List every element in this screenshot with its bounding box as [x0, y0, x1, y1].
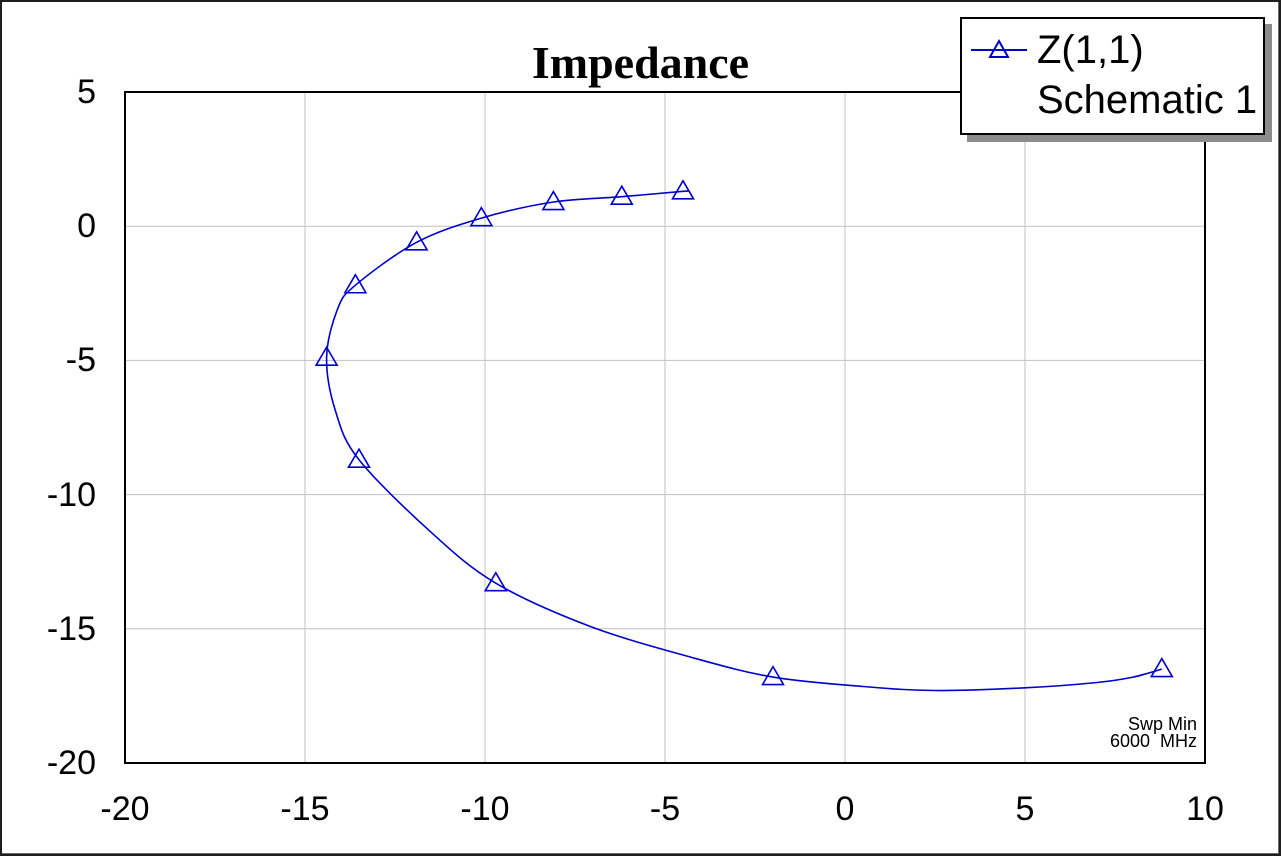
x-tick-label: 10: [1186, 790, 1224, 828]
legend-source-label: Schematic 1: [1037, 78, 1258, 122]
legend-entry-source: Schematic 1: [962, 75, 1263, 125]
sweep-min-title: Swp Min: [1127, 714, 1197, 734]
x-tick-label: -15: [280, 790, 330, 828]
data-point-marker: [761, 665, 785, 686]
legend-entry: Z(1,1): [962, 25, 1263, 75]
x-tick-label: 0: [835, 790, 855, 828]
trace-z11[interactable]: [325, 190, 1163, 692]
data-point-marker: [343, 273, 368, 294]
data-point-marker: [469, 206, 494, 227]
sweep-min-annotation: Swp Min 6000 MHz: [1109, 714, 1197, 751]
x-tick-label: -20: [100, 790, 150, 828]
data-point-marker: [609, 184, 634, 205]
x-tick-label: -5: [649, 790, 681, 828]
legend-box[interactable]: Z(1,1) Schematic 1: [960, 17, 1265, 135]
data-point-marker: [541, 189, 566, 211]
plot-border: [124, 91, 1206, 764]
data-point-marker: [314, 345, 339, 367]
legend-series-label: Z(1,1): [1037, 28, 1144, 72]
y-tick-label: -15: [46, 609, 96, 648]
triangle-marker-icon: [988, 38, 1010, 58]
y-tick-label: 5: [77, 73, 96, 111]
y-tick-label: 0: [77, 207, 96, 246]
x-tick-label: -10: [460, 790, 510, 828]
data-point-marker: [404, 230, 429, 251]
y-tick-label: -10: [46, 475, 96, 514]
sweep-min-value: 6000 MHz: [1109, 731, 1197, 751]
chart-title: Impedance: [531, 37, 750, 88]
y-tick-label: -20: [46, 744, 96, 782]
x-tick-label: 5: [1015, 790, 1035, 828]
data-point-marker: [483, 571, 508, 592]
y-tick-label: -5: [65, 341, 96, 380]
legend-trace-icon: [971, 38, 1027, 58]
data-point-marker: [1149, 656, 1174, 678]
data-point-marker: [347, 447, 371, 469]
data-point-marker: [671, 179, 695, 200]
